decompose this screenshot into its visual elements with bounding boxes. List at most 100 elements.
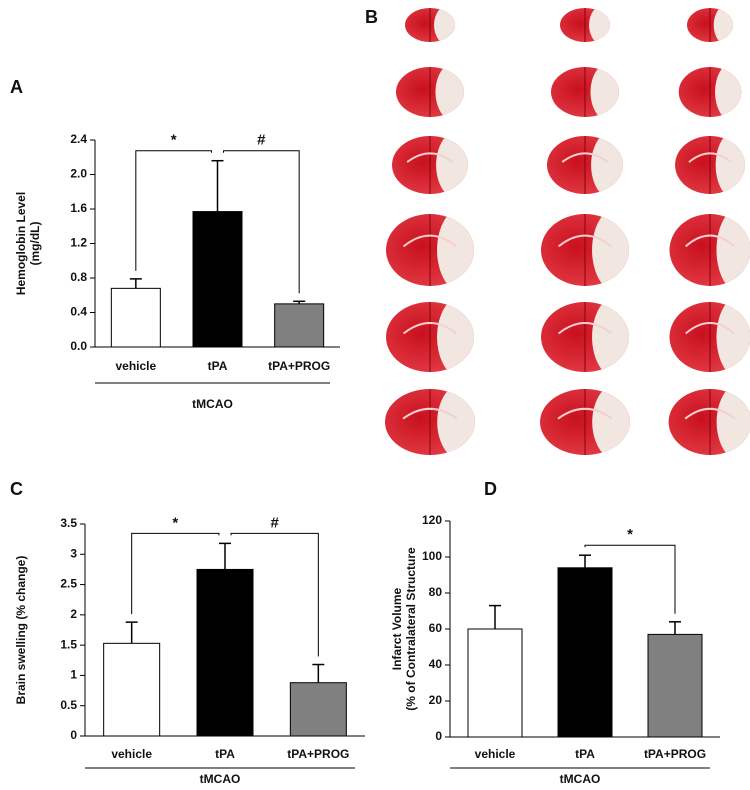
slice-ventricle [685, 234, 735, 248]
y-tick-label: 100 [422, 549, 442, 563]
y-tick-label: 60 [429, 621, 443, 635]
slice-infarct [589, 8, 610, 42]
error-bar [669, 621, 681, 635]
panel-label: A [10, 77, 23, 97]
slice-infarct [715, 136, 745, 194]
error-bar [125, 621, 138, 644]
slice-ventricle [402, 407, 458, 420]
x-tick-label: tPA+PROG [268, 359, 330, 373]
y-axis-label: Brain swelling (% change) [14, 556, 28, 705]
panel-label: D [484, 479, 497, 499]
bar [103, 642, 161, 737]
significance-mark: # [270, 514, 279, 531]
y-tick-label: 2.0 [70, 167, 87, 181]
slice-ventricle [685, 322, 735, 335]
x-tick-label: tPA [575, 747, 595, 761]
significance-bracket [223, 150, 300, 294]
slice-infarct [434, 8, 455, 42]
significance-bracket [131, 532, 220, 615]
significance-mark: # [257, 132, 266, 149]
y-tick-label: 1.5 [60, 637, 77, 651]
group-label: tMCAO [560, 772, 601, 786]
slice-infarct [716, 302, 750, 372]
bar [557, 567, 613, 738]
brain-slice [392, 136, 468, 194]
significance-bracket [584, 544, 676, 614]
bar [110, 287, 161, 348]
slice-ventricle [557, 234, 613, 248]
error-bar [219, 542, 231, 570]
y-tick-label: 0.5 [60, 698, 77, 712]
slice-ventricle [402, 322, 458, 335]
slice-infarct [590, 67, 619, 117]
panel-label: C [10, 479, 23, 499]
y-tick-label: 20 [429, 693, 443, 707]
significance-mark: * [172, 514, 178, 531]
group-label: tMCAO [192, 397, 233, 411]
error-bar [312, 663, 325, 683]
error-bar [489, 604, 501, 629]
slice-infarct [716, 214, 750, 286]
slice-ventricle [684, 407, 736, 420]
x-tick-label: vehicle [475, 747, 516, 761]
slice-infarct [591, 136, 623, 194]
slice-ventricle [406, 152, 454, 163]
y-tick-label: 120 [422, 513, 442, 527]
bar [467, 628, 523, 738]
brain-slice [405, 8, 455, 42]
brain-slice [675, 136, 745, 194]
y-tick-label: 1.2 [70, 236, 87, 250]
bar [647, 633, 703, 738]
y-tick-label: 0.0 [70, 339, 87, 353]
x-tick-label: tPA [208, 359, 228, 373]
slice-ventricle [402, 234, 458, 248]
y-tick-label: 0.4 [70, 305, 87, 319]
y-axis-label: (mg/dL) [28, 222, 42, 266]
brain-slice [669, 302, 750, 372]
panel-label: B [365, 7, 378, 27]
error-bar [293, 300, 306, 304]
y-tick-label: 80 [429, 585, 443, 599]
brain-slice [541, 214, 629, 286]
error-bar [579, 554, 591, 568]
y-axis-label: Hemoglobin Level [14, 192, 28, 295]
slice-infarct [436, 136, 468, 194]
slice-infarct [592, 302, 629, 372]
brain-slice [669, 214, 750, 286]
slice-infarct [437, 389, 475, 455]
brain-slice [547, 136, 623, 194]
brain-slice [678, 67, 742, 117]
y-tick-label: 3 [70, 546, 77, 560]
slice-infarct [713, 8, 733, 42]
slice-infarct [437, 214, 474, 286]
error-bar [211, 159, 224, 212]
brain-slice [396, 67, 464, 117]
brain-slice [540, 389, 630, 455]
bar [192, 211, 243, 348]
slice-infarct [435, 67, 464, 117]
x-tick-label: vehicle [111, 747, 152, 761]
y-tick-label: 40 [429, 657, 443, 671]
y-tick-label: 2.4 [70, 132, 87, 146]
y-tick-label: 2.5 [60, 577, 77, 591]
slice-ventricle [557, 407, 613, 420]
slice-ventricle [688, 152, 732, 163]
error-bar [129, 278, 142, 289]
slice-ventricle [561, 152, 609, 163]
bar [196, 568, 254, 737]
brain-slice [385, 389, 475, 455]
slice-infarct [592, 389, 630, 455]
brain-slice [560, 8, 610, 42]
bar [274, 303, 325, 348]
y-axis-label: (% of Contralateral Structure [404, 547, 418, 711]
slice-infarct [715, 67, 742, 117]
y-tick-label: 0.8 [70, 270, 87, 284]
brain-slice [668, 389, 750, 455]
x-tick-label: tPA [215, 747, 235, 761]
significance-mark: * [627, 526, 633, 543]
significance-bracket [135, 150, 212, 271]
y-tick-label: 1.6 [70, 201, 87, 215]
x-tick-label: vehicle [115, 359, 156, 373]
slice-ventricle [557, 322, 613, 335]
